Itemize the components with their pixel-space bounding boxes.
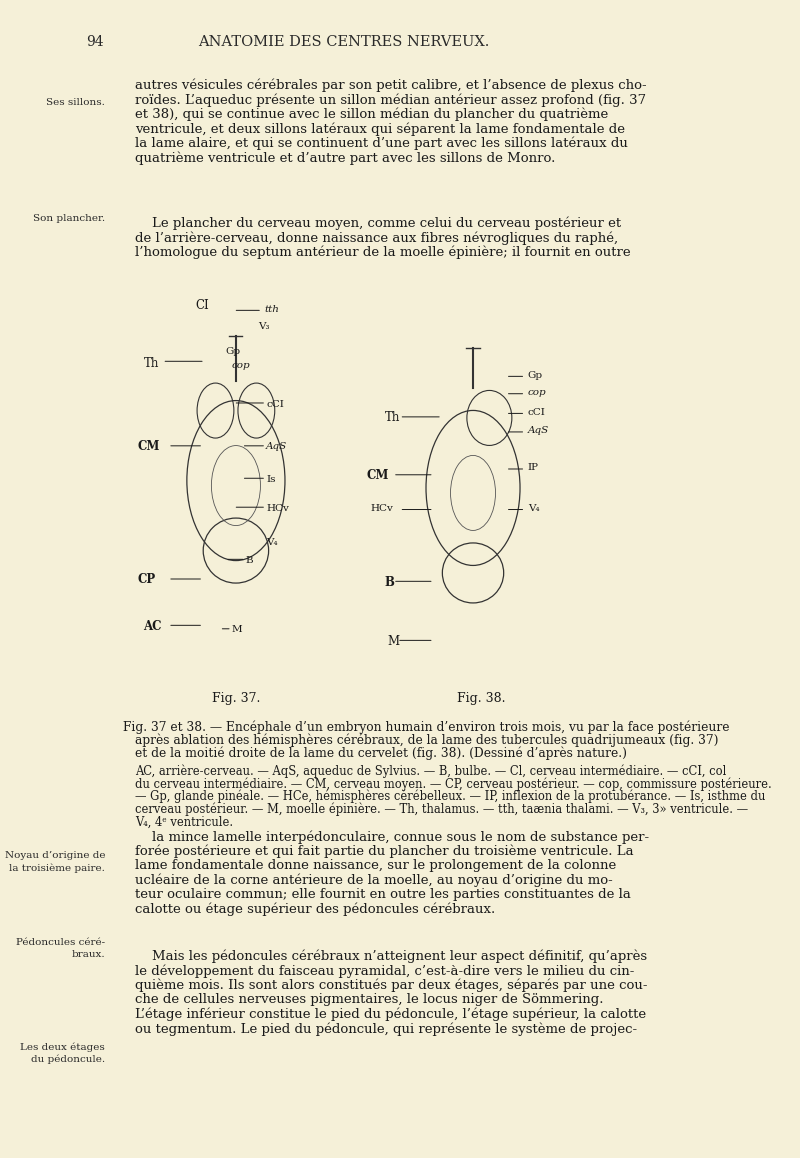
Text: et 38), qui se continue avec le sillon médian du plancher du quatrième: et 38), qui se continue avec le sillon m…	[135, 108, 609, 122]
Text: tth: tth	[265, 305, 279, 314]
Text: Noyau d’origine de
la troisième paire.: Noyau d’origine de la troisième paire.	[5, 851, 105, 873]
Text: après ablation des hémisphères cérébraux, de la lame des tubercules quadrijumeau: après ablation des hémisphères cérébraux…	[135, 733, 719, 747]
Text: Th: Th	[143, 357, 159, 369]
Text: Is: Is	[266, 475, 276, 484]
Text: ventricule, et deux sillons latéraux qui séparent la lame fondamentale de: ventricule, et deux sillons latéraux qui…	[135, 123, 626, 135]
Text: ANATOMIE DES CENTRES NERVEUX.: ANATOMIE DES CENTRES NERVEUX.	[198, 35, 490, 49]
Text: l’homologue du septum antérieur de la moelle épinière; il fournit en outre: l’homologue du septum antérieur de la mo…	[135, 245, 631, 259]
Text: Pédoncules céré-
braux.: Pédoncules céré- braux.	[16, 938, 105, 959]
Text: V₄: V₄	[266, 538, 278, 548]
Text: le développement du faisceau pyramidal, c’est-à-dire vers le milieu du cin-: le développement du faisceau pyramidal, …	[135, 965, 634, 977]
Text: la mince lamelle interpédonculaire, connue sous le nom de substance per-: la mince lamelle interpédonculaire, conn…	[152, 830, 649, 844]
Text: cop: cop	[528, 388, 546, 397]
Text: forée postérieure et qui fait partie du plancher du troisième ventricule. La: forée postérieure et qui fait partie du …	[135, 845, 634, 858]
Text: AqS: AqS	[266, 442, 287, 452]
Text: la lame alaire, et qui se continuent d’une part avec les sillons latéraux du: la lame alaire, et qui se continuent d’u…	[135, 137, 628, 151]
Text: Fig. 38.: Fig. 38.	[457, 692, 506, 705]
Text: M: M	[232, 625, 242, 635]
Text: calotte ou étage supérieur des pédoncules cérébraux.: calotte ou étage supérieur des pédoncule…	[135, 903, 496, 916]
Text: ucléaire de la corne antérieure de la moelle, au noyau d’origine du mo-: ucléaire de la corne antérieure de la mo…	[135, 874, 613, 887]
Text: quième mois. Ils sont alors constitués par deux étages, séparés par une cou-: quième mois. Ils sont alors constitués p…	[135, 979, 648, 992]
Text: V₃: V₃	[258, 322, 270, 331]
Text: AC: AC	[143, 620, 162, 632]
Text: Gp: Gp	[226, 347, 241, 357]
Text: Gp: Gp	[528, 371, 543, 380]
Text: M: M	[387, 635, 399, 647]
Text: cCI: cCI	[528, 408, 546, 417]
Text: B: B	[385, 576, 394, 588]
Text: Fig. 37.: Fig. 37.	[212, 692, 260, 705]
Text: 94: 94	[86, 35, 103, 49]
Text: Fig. 37 et 38. — Encéphale d’un embryon humain d’environ trois mois, vu par la f: Fig. 37 et 38. — Encéphale d’un embryon …	[123, 720, 730, 734]
Text: CM: CM	[366, 469, 389, 482]
Text: HCv: HCv	[370, 504, 393, 513]
Text: Ses sillons.: Ses sillons.	[46, 98, 105, 108]
Text: V₄: V₄	[528, 504, 539, 513]
Text: ou tegmentum. Le pied du pédoncule, qui représente le système de projec-: ou tegmentum. Le pied du pédoncule, qui …	[135, 1023, 638, 1035]
Text: cerveau postérieur. — M, moelle épinière. — Th, thalamus. — tth, taænia thalami.: cerveau postérieur. — M, moelle épinière…	[135, 802, 749, 816]
Text: Son plancher.: Son plancher.	[33, 214, 105, 223]
Text: — Gp, glande pinéale. — HCe, hémisphères cérébelleux. — IP, inflexion de la prot: — Gp, glande pinéale. — HCe, hémisphères…	[135, 790, 766, 804]
Text: AC, arrière-cerveau. — AqS, aqueduc de Sylvius. — B, bulbe. — Cl, cerveau interm: AC, arrière-cerveau. — AqS, aqueduc de S…	[135, 764, 726, 778]
Text: Th: Th	[385, 411, 400, 424]
Text: IP: IP	[528, 463, 538, 472]
Text: che de cellules nerveuses pigmentaires, le locus niger de Sömmering.: che de cellules nerveuses pigmentaires, …	[135, 994, 604, 1006]
Text: Le plancher du cerveau moyen, comme celui du cerveau postérieur et: Le plancher du cerveau moyen, comme celu…	[152, 217, 621, 230]
Text: et de la moitié droite de la lame du cervelet (fig. 38). (Dessiné d’après nature: et de la moitié droite de la lame du cer…	[135, 746, 627, 760]
Text: CI: CI	[195, 299, 209, 312]
Text: CM: CM	[138, 440, 160, 453]
Text: HCv: HCv	[266, 504, 289, 513]
Text: lame fondamentale donne naissance, sur le prolongement de la colonne: lame fondamentale donne naissance, sur l…	[135, 859, 617, 872]
Text: quatrième ventricule et d’autre part avec les sillons de Monro.: quatrième ventricule et d’autre part ave…	[135, 152, 556, 164]
Text: V₄, 4ᵉ ventricule.: V₄, 4ᵉ ventricule.	[135, 815, 234, 828]
Text: autres vésicules cérébrales par son petit calibre, et l’absence de plexus cho-: autres vésicules cérébrales par son peti…	[135, 79, 647, 93]
Text: Les deux étages
du pédoncule.: Les deux étages du pédoncule.	[20, 1042, 105, 1064]
Text: AqS: AqS	[528, 426, 549, 435]
Text: cCI: cCI	[266, 400, 284, 409]
Text: roïdes. L’aqueduc présente un sillon médian antérieur assez profond (fig. 37: roïdes. L’aqueduc présente un sillon méd…	[135, 94, 646, 107]
Text: B: B	[246, 556, 254, 565]
Text: du cerveau intermédiaire. — CM, cerveau moyen. — CP, cerveau postérieur. — cop, : du cerveau intermédiaire. — CM, cerveau …	[135, 777, 772, 791]
Text: Mais les pédoncules cérébraux n’atteignent leur aspect définitif, qu’après: Mais les pédoncules cérébraux n’atteigne…	[152, 950, 647, 963]
Text: teur oculaire commun; elle fournit en outre les parties constituantes de la: teur oculaire commun; elle fournit en ou…	[135, 888, 631, 901]
Text: de l’arrière-cerveau, donne naissance aux fibres névrogliques du raphé,: de l’arrière-cerveau, donne naissance au…	[135, 232, 618, 244]
Text: CP: CP	[138, 573, 156, 586]
Text: L’étage inférieur constitue le pied du pédoncule, l’étage supérieur, la calotte: L’étage inférieur constitue le pied du p…	[135, 1007, 646, 1021]
Text: cop: cop	[232, 361, 250, 371]
